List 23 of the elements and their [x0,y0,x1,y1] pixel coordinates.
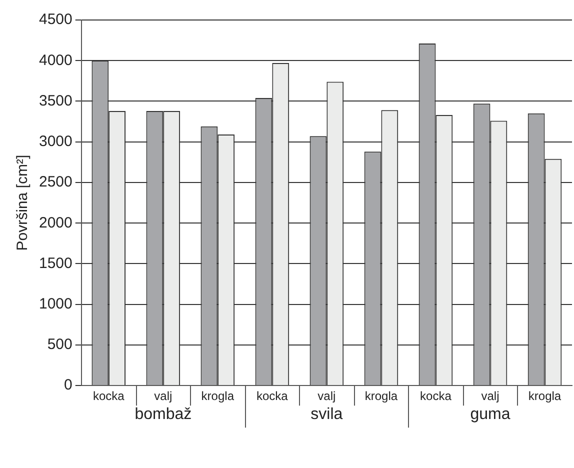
y-tick-label: 3000 [38,133,72,150]
text: svila [310,406,343,424]
x-tick-label: kocka [420,389,452,404]
x-tick-label: krogla [528,389,562,404]
text: guma [470,406,510,424]
y-tick-label: 1000 [38,295,72,312]
x-tick-label: valj [318,389,336,404]
x-tick-label: krogla [201,389,234,404]
y-tick-label: 2000 [38,214,72,232]
y-tick-label: 500 [47,336,72,354]
y-tick-label: 1500 [38,254,72,272]
y-tick-label: 3500 [38,92,72,110]
x-tick-label: krogla [364,389,398,404]
y-tick-label: 4000 [38,52,72,69]
y-tick-label: 0 [64,376,72,394]
x-tick-label: kocka [256,389,288,404]
x-tick-label: kocka [92,389,125,404]
y-tick-label: 2500 [38,174,72,191]
y-axis-title: Površina [cm²] [14,154,32,251]
y-tick-label: 4500 [38,11,72,28]
x-tick-label: valj [154,389,172,404]
x-tick-label: valj [481,389,500,404]
text: bombaž [134,406,192,424]
